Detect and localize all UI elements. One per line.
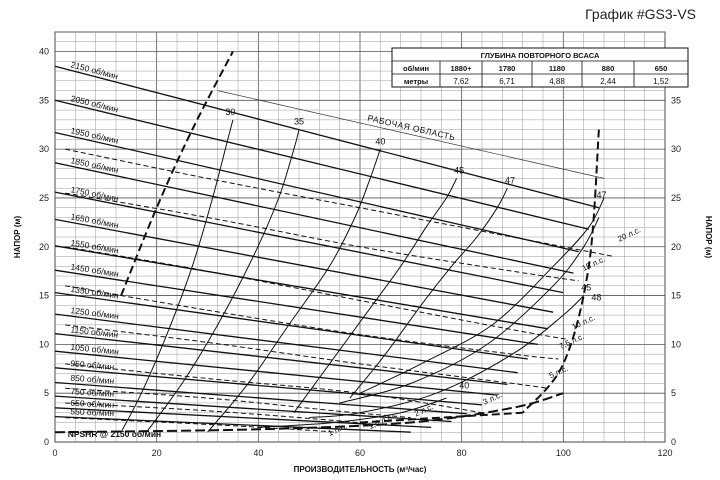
- speed-curve: [54, 245, 549, 330]
- x-tick-label: 0: [52, 448, 57, 458]
- efficiency-label: 48: [591, 292, 601, 302]
- y-tick-label-right: 20: [671, 242, 681, 252]
- x-tick-label: 80: [457, 448, 467, 458]
- efficiency-curve: [207, 148, 381, 433]
- speed-curve: [54, 291, 528, 360]
- efficiency-label: 45: [581, 283, 591, 293]
- y-tick-label-right: 15: [671, 291, 681, 301]
- hp-curve: [65, 324, 549, 389]
- table-cell: 1180: [549, 64, 565, 73]
- chart-title: График #GS3-VS: [585, 6, 696, 22]
- x-tick-label: 20: [152, 448, 162, 458]
- table-row-head: об/мин: [403, 64, 429, 73]
- speed-curve: [54, 367, 483, 406]
- hp-curve: [65, 387, 411, 419]
- x-tick-label: 40: [253, 448, 263, 458]
- y-axis-label-left: НАПОР (м): [13, 216, 22, 259]
- operating-area-boundary: [120, 51, 234, 296]
- efficiency-label: 40: [375, 136, 385, 146]
- y-axis-label-right: НАПОР (м): [704, 216, 713, 259]
- hp-curve: [65, 148, 615, 257]
- speed-curve: [54, 269, 538, 346]
- x-tick-label: 100: [556, 448, 571, 458]
- speed-curve: [54, 332, 508, 386]
- hp-curve: [65, 285, 559, 360]
- repriming-table-title: ГЛУБИНА ПОВТОРНОГО ВСАСА: [481, 51, 600, 60]
- y-tick-label-right: 5: [671, 388, 676, 398]
- npshr-label: NPSHR @ 2150 об/мин: [68, 429, 162, 439]
- table-cell: 4,88: [549, 77, 565, 86]
- y-tick-label-left: 10: [39, 339, 49, 349]
- operating-area-boundary: [359, 411, 523, 424]
- efficiency-label: 45: [454, 166, 464, 176]
- repriming-table: ГЛУБИНА ПОВТОРНОГО ВСАСА об/мин 1880+ 1780 1…: [391, 47, 689, 88]
- table-cell: 1780: [499, 64, 516, 73]
- x-tick-label: 60: [355, 448, 365, 458]
- x-axis-label: ПРОИЗВОДИТЕЛЬНОСТЬ (м³/час): [294, 465, 427, 474]
- efficiency-curve: [339, 217, 600, 404]
- table-cell: 650: [655, 64, 668, 73]
- repriming-table-frame: [391, 47, 689, 88]
- speed-curve: [54, 381, 467, 415]
- speed-curve: [54, 162, 574, 274]
- npshr-curve: [54, 392, 564, 434]
- y-tick-label-left: 30: [39, 144, 49, 154]
- table-cell: 1,52: [653, 77, 669, 86]
- npshr-curve: NPSHR @ 2150 об/мин: [54, 392, 564, 439]
- speed-curve: [54, 395, 452, 423]
- efficiency-label: 40: [459, 380, 469, 390]
- table-cell: 2,44: [600, 77, 616, 86]
- efficiency-curve: [309, 295, 585, 419]
- efficiency-label: 35: [294, 117, 304, 127]
- speed-curve: [54, 191, 564, 294]
- y-tick-label-left: 40: [39, 47, 49, 57]
- speed-curve: [54, 218, 554, 313]
- y-tick-label-left: 5: [44, 388, 49, 398]
- speed-curve-label: 1050 об/мин: [70, 342, 120, 357]
- y-tick-label-right: 10: [671, 339, 681, 349]
- hp-curve: [65, 246, 569, 340]
- efficiency-curve: [146, 129, 300, 433]
- y-tick-label-left: 20: [39, 242, 49, 252]
- x-tick-label: 120: [657, 448, 672, 458]
- y-tick-label-right: 30: [671, 144, 681, 154]
- y-tick-label-left: 25: [39, 193, 49, 203]
- operating-area-boundary: [521, 129, 600, 414]
- speed-curve: [54, 131, 579, 253]
- speed-curve: [54, 313, 518, 374]
- table-cell: 880: [602, 64, 615, 73]
- efficiency-curve: [258, 397, 447, 428]
- operating-area-arrow: [217, 90, 605, 179]
- hp-curve: [65, 402, 376, 425]
- table-row-head: метры: [404, 77, 428, 86]
- table-cell: 1880+: [450, 64, 472, 73]
- y-tick-label-left: 35: [39, 95, 49, 105]
- table-cell: 7,62: [453, 77, 469, 86]
- efficiency-label: 30: [225, 107, 235, 117]
- speed-curve-label: 650 об/мин: [70, 398, 115, 410]
- speed-curve-label: 850 об/мин: [70, 373, 115, 386]
- speed-curve-label: 550 об/мин: [70, 406, 114, 418]
- speed-curve: [54, 99, 589, 230]
- y-tick-label-right: 0: [671, 437, 676, 447]
- hp-curve: [65, 417, 335, 433]
- efficiency-curve: [359, 197, 605, 394]
- speed-curve: [54, 350, 498, 396]
- efficiency-label: 47: [596, 190, 606, 200]
- speed-curve-label: 950 об/мин: [70, 358, 115, 372]
- y-tick-label-right: 25: [671, 193, 681, 203]
- table-cell: 6,71: [499, 77, 515, 86]
- y-tick-label-right: 35: [671, 95, 681, 105]
- speed-curve: [54, 415, 411, 433]
- efficiency-curve: [349, 187, 508, 399]
- speed-curve: [54, 65, 600, 209]
- efficiency-label: 47: [505, 175, 515, 185]
- hp-curve: [65, 363, 483, 414]
- efficiency-curve: [293, 178, 458, 413]
- y-tick-label-left: 0: [44, 437, 49, 447]
- y-tick-label-left: 15: [39, 291, 49, 301]
